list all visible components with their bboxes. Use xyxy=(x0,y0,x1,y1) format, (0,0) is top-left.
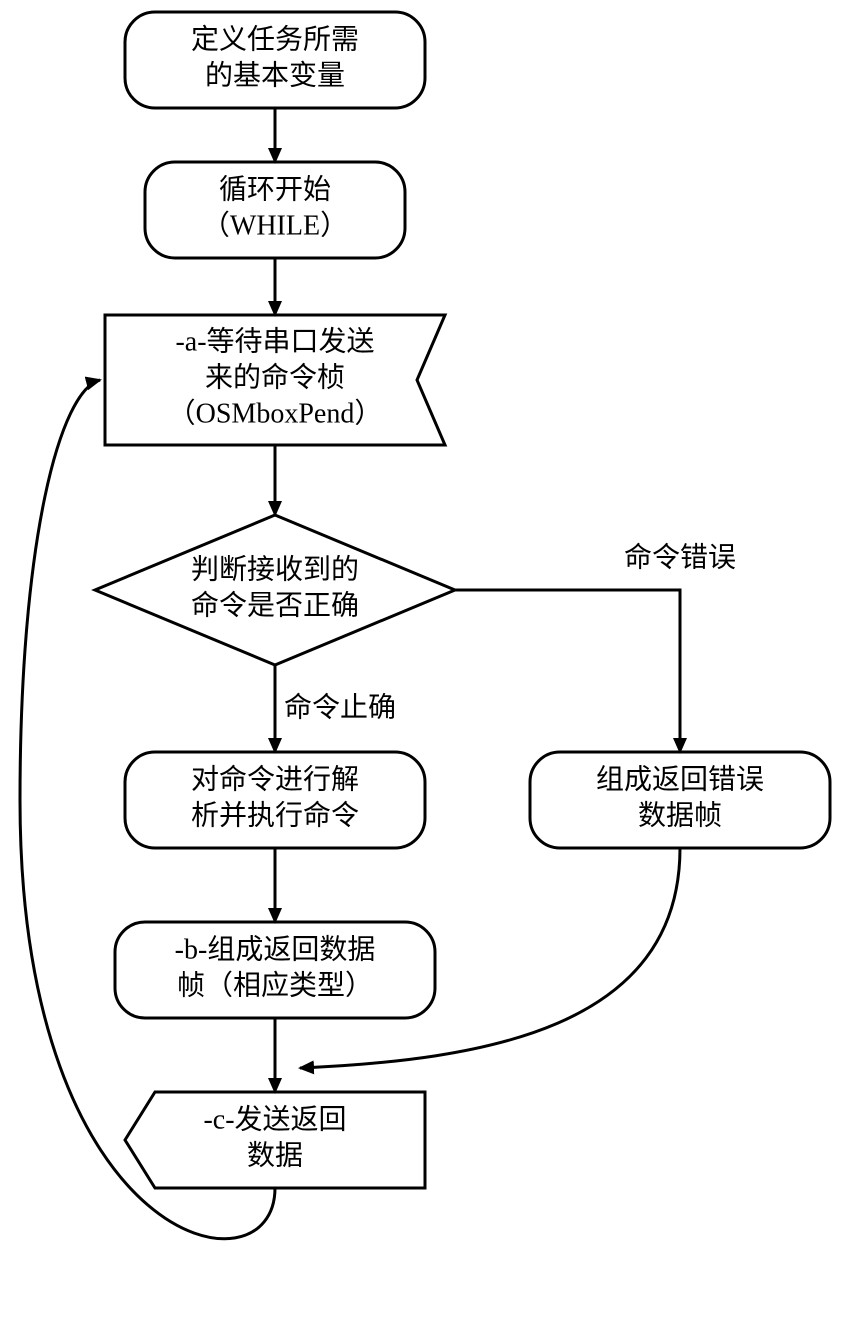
svg-text:判断接收到的: 判断接收到的 xyxy=(191,553,359,585)
node-n5: 对命令进行解析并执行命令 xyxy=(125,752,425,848)
svg-text:命令错误: 命令错误 xyxy=(624,541,736,573)
svg-text:定义任务所需: 定义任务所需 xyxy=(191,23,359,55)
svg-text:（OSMboxPend）: （OSMboxPend） xyxy=(168,397,383,429)
node-n4: 判断接收到的命令是否正确 xyxy=(95,515,455,665)
node-n6: -b-组成返回数据帧（相应类型） xyxy=(115,922,435,1018)
svg-text:（WHILE）: （WHILE） xyxy=(202,209,348,241)
svg-text:命令止确: 命令止确 xyxy=(284,691,396,723)
node-n8: 组成返回错误数据帧 xyxy=(530,752,830,848)
edge-e4: 命令止确 xyxy=(275,665,396,752)
svg-text:-c-发送返回: -c-发送返回 xyxy=(203,1103,346,1135)
node-n1: 定义任务所需的基本变量 xyxy=(125,12,425,108)
svg-text:帧（相应类型）: 帧（相应类型） xyxy=(177,969,373,1001)
flowchart-canvas: 定义任务所需的基本变量循环开始 （WHILE） -a-等待串口发送来的命令桢 （OSM… xyxy=(0,0,856,1321)
svg-text:数据帧: 数据帧 xyxy=(638,799,722,831)
svg-text:对命令进行解: 对命令进行解 xyxy=(191,763,359,795)
svg-text:命令是否正确: 命令是否正确 xyxy=(191,589,359,621)
svg-text:-b-组成返回数据: -b-组成返回数据 xyxy=(175,933,376,965)
node-n3: -a-等待串口发送来的命令桢 （OSMboxPend） xyxy=(105,315,445,445)
svg-text:来的命令桢: 来的命令桢 xyxy=(205,361,345,393)
svg-text:的基本变量: 的基本变量 xyxy=(205,59,345,91)
svg-text:析并执行命令: 析并执行命令 xyxy=(191,799,359,831)
svg-text:循环开始: 循环开始 xyxy=(219,173,331,205)
svg-text:数据: 数据 xyxy=(247,1139,303,1171)
node-n7: -c-发送返回数据 xyxy=(125,1092,425,1188)
node-n2: 循环开始 （WHILE） xyxy=(145,162,405,258)
svg-text:组成返回错误: 组成返回错误 xyxy=(596,763,764,795)
svg-text:-a-等待串口发送: -a-等待串口发送 xyxy=(175,325,374,357)
edge-e7: 命令错误 xyxy=(455,541,736,752)
